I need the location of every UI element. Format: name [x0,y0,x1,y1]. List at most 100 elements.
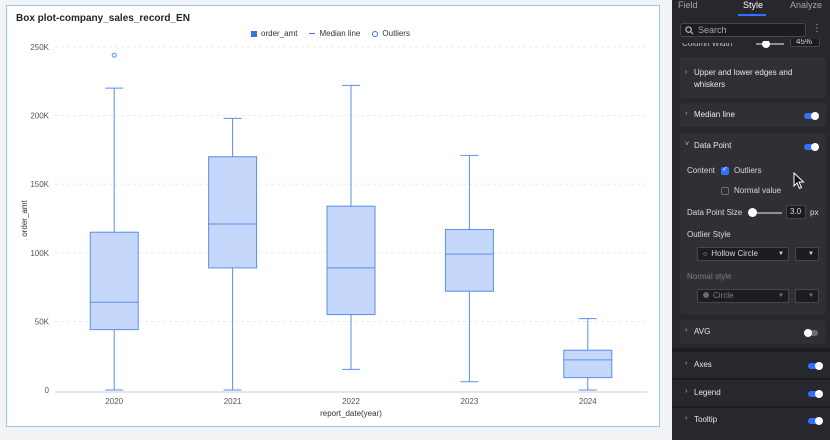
chevron-right-icon: › [685,388,688,395]
y-tick-label: 50K [35,317,50,326]
section-label: Legend [694,388,721,397]
style-panel: Field Style Analyze ⋮ Column Width 45% ›… [672,0,830,440]
data-point-size-label: Data Point Size [687,208,743,217]
x-tick-label: 2021 [224,397,242,406]
legend-box-swatch [251,30,257,37]
data-point-size-slider-handle[interactable] [748,208,757,217]
data-point-toggle[interactable] [804,143,819,151]
median-line-toggle[interactable] [804,112,819,120]
section-label: Data Point [694,141,732,150]
section-data-point: ˅ Data Point Content Outliers Normal val… [680,133,826,314]
legend-item-median[interactable]: Median line [309,29,360,38]
section-label: Median line [694,110,735,119]
content-label: Content [687,166,716,175]
outlier-style-value: Hollow Circle [711,249,758,258]
section-avg[interactable]: › AVG [680,320,826,344]
section-label: whiskers [694,80,726,89]
x-tick-label: 2022 [342,397,360,406]
divider [672,406,830,408]
mouse-cursor-icon [793,172,805,190]
section-tooltip[interactable]: › Tooltip [672,408,830,434]
tab-analyze[interactable]: Analyze [790,0,823,10]
section-axes[interactable]: › Axes [672,352,830,378]
outlier-style-select[interactable]: ○ Hollow Circle ▼ [697,247,789,261]
y-tick-label: 150K [30,180,49,189]
normal-value-label: Normal value [734,186,782,195]
normal-style-value: Circle [713,291,734,300]
legend-line-swatch [309,33,316,34]
tab-style[interactable]: Style [743,0,764,10]
section-edges-whiskers[interactable]: › Upper and lower edges and whiskers [680,57,826,98]
more-options-icon[interactable]: ⋮ [812,23,822,34]
data-point-size-input[interactable]: 3.0 [786,205,806,219]
box-2022 [326,205,376,316]
search-icon [685,25,694,34]
normal-style-label: Normal style [687,272,732,281]
y-tick-label: 100K [30,249,49,258]
box-2024 [563,349,613,379]
normal-color-select[interactable]: ▼ [795,289,819,303]
circle-icon [703,292,709,298]
avg-toggle[interactable] [804,329,818,337]
caret-down-icon: ▼ [808,293,814,299]
x-tick-label: 2024 [579,397,597,406]
toggle-knob [811,112,819,120]
outlier-point [111,52,117,58]
chevron-right-icon: › [685,110,688,117]
chart-title: Box plot-company_sales_record_EN [16,13,190,24]
outlier-color-select[interactable]: ▼ [795,247,819,261]
x-axis-title: report_date(year) [320,409,382,418]
caret-down-icon: ▼ [778,293,784,299]
section-median-line[interactable]: › Median line [680,103,826,127]
hollow-circle-icon: ○ [703,251,708,258]
y-tick-label: 0 [45,386,50,395]
toggle-knob [815,417,823,425]
x-tick-label: 2023 [461,397,479,406]
toggle-knob [815,390,823,398]
legend-toggle[interactable] [808,390,823,398]
chart-legend[interactable]: order_amt Median line Outliers [251,29,410,38]
column-width-slider-handle[interactable] [762,41,770,48]
active-tab-underline [738,14,766,16]
outliers-checkbox[interactable] [721,165,729,175]
normal-style-select[interactable]: Circle ▼ [697,289,789,303]
y-tick-label: 250K [30,43,49,52]
column-width-value[interactable]: 45% [790,39,820,47]
tooltip-toggle[interactable] [808,417,823,425]
data-point-size-unit: px [810,208,819,217]
section-label: AVG [694,327,711,336]
legend-label: Outliers [382,29,410,38]
legend-label: order_amt [261,29,298,38]
box-2020 [89,231,139,331]
chevron-down-icon[interactable]: ˅ [685,141,690,148]
section-label: Axes [694,360,712,369]
chevron-right-icon: › [685,415,688,422]
boxplot-chart: 0 50K 100K 150K 200K 250K order_amt report_date… [20,43,647,418]
normal-value-checkbox[interactable] [721,187,729,195]
section-legend[interactable]: › Legend [672,380,830,406]
axes-toggle[interactable] [808,362,823,370]
toggle-knob [804,329,812,337]
toggle-knob [811,143,819,151]
chart-card: Box plot-company_sales_record_EN order_a… [6,5,660,427]
outliers-checkbox-label: Outliers [734,166,762,175]
x-tick-label: 2020 [105,397,123,406]
outlier-style-label: Outlier Style [687,230,731,239]
legend-circle-swatch [372,30,379,37]
search-input[interactable] [698,25,798,35]
column-width-label: Column Width [682,39,733,48]
legend-label: Median line [319,29,361,38]
search-box[interactable] [680,23,806,37]
y-axis-title: order_amt [20,199,29,236]
section-label: Upper and lower edges and [694,68,793,77]
divider [672,348,830,352]
data-point-size-slider[interactable] [748,212,782,214]
divider [672,378,830,380]
section-label: Tooltip [694,415,718,424]
tab-field[interactable]: Field [678,0,698,10]
caret-down-icon: ▼ [778,251,784,257]
column-width-slider[interactable] [756,43,784,45]
legend-item-order-amt[interactable]: order_amt [251,29,297,38]
toggle-knob [815,362,823,370]
legend-item-outliers[interactable]: Outliers [372,29,410,38]
